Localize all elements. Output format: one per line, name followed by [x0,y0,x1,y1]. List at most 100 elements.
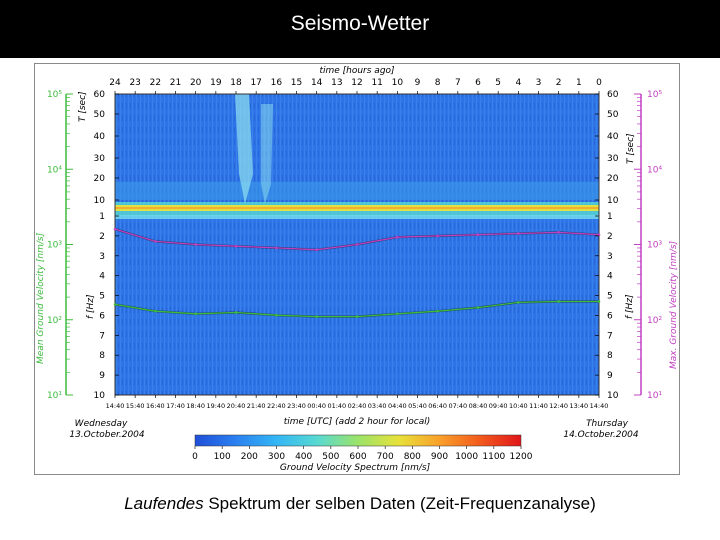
caption-text: Spektrum der selben Daten (Zeit-Frequenz… [203,494,596,513]
top-tick-label: 18 [230,78,242,88]
mean-velocity-point [194,312,197,316]
mean-velocity-point [476,306,480,309]
colorbar-tick-label: 0 [192,452,198,462]
colorbar-tick-label: 200 [241,452,258,462]
top-tick-label: 4 [515,78,521,88]
right-period-tick-label: 30 [607,154,619,164]
colorbar-ticks: 0 100 200 300 400 500 600 700 800 900 1000 1100 1200 [192,446,533,462]
top-tick-label: 10 [392,78,404,88]
colorbar-tick-label: 600 [349,452,366,462]
max-velocity-axis-title: Max. Ground Velocity [nm/s] [669,240,679,369]
mean-velocity-tick-label: 10⁵ [47,90,62,100]
max-velocity-tick-label: 10³ [647,241,662,251]
bottom-tick-label: 21:40 [247,402,266,410]
event-plume-16h [261,104,273,204]
top-tick-label: 7 [455,78,461,88]
bottom-tick-label: 10:40 [509,402,528,410]
max-velocity-tick-label: 10⁴ [647,165,662,175]
left-period-title: T [sec] [78,91,88,122]
colorbar-tick-label: 300 [268,452,285,462]
bottom-tick-label: 11:40 [529,402,548,410]
left-freq-tick-label: 7 [99,331,105,341]
max-velocity-point [234,244,238,248]
bottom-tick-label: 05:40 [408,402,427,410]
max-velocity-tick-label: 10¹ [647,391,662,401]
left-freq-tick-label: 9 [99,371,105,381]
top-tick-label: 0 [596,78,602,88]
bottom-tick-label: 07:40 [448,402,467,410]
max-velocity-point [194,243,197,246]
mean-velocity-tick-label: 10³ [47,241,62,251]
bottom-tick-label: 16:40 [146,402,165,410]
microseism-band-peak [115,207,599,209]
right-freq-tick-label: 6 [607,311,613,321]
top-tick-label: 12 [351,78,362,88]
colorbar-tick-label: 900 [431,452,448,462]
top-tick-label: 6 [475,78,481,88]
right-freq-tick-label: 7 [607,331,613,341]
colorbar-tick-label: 700 [377,452,394,462]
max-velocity-point [597,233,601,236]
colorbar-tick-label: 800 [404,452,421,462]
mean-velocity-axis-title: Mean Ground Velocity [nm/s] [36,232,46,364]
mean-velocity-point [113,303,117,306]
bottom-tick-label: 22:40 [267,402,286,410]
bottom-tick-label: 19:40 [206,402,225,410]
colorbar [194,434,522,447]
right-freq-tick-label: 4 [607,272,613,282]
slide-caption: Laufendes Spektrum der selben Daten (Zei… [0,494,720,514]
right-period-tick-label: 20 [607,174,619,184]
top-tick-label: 15 [291,78,302,88]
max-velocity-point [396,235,399,239]
mean-velocity-point [517,301,520,304]
colorbar-title: Ground Velocity Spectrum [nm/s] [280,463,431,473]
bottom-tick-label: 08:40 [469,402,488,410]
top-axis-ticks: 24 23 22 21 20 19 18 17 16 15 14 13 12 11 10 9 8 7 6 5 4 3 2 1 0 [109,78,602,94]
top-axis-title: time [hours ago] [319,66,395,76]
top-tick-label: 5 [495,78,501,88]
right-freq-title: f [Hz] [625,294,635,319]
left-freq-ticks: 2 3 4 5 6 7 8 9 10 [94,232,119,401]
colorbar-tick-label: 1000 [455,452,478,462]
top-tick-label: 24 [109,78,121,88]
spectrogram-figure: time [hours ago] 24 23 22 21 20 19 18 17 16 15 14 1… [34,63,680,475]
max-velocity-point [355,243,359,246]
title-bar [0,0,720,58]
right-period-tick-label: 60 [607,90,619,100]
spectrogram-svg: time [hours ago] 24 23 22 21 20 19 18 17 16 15 14 1… [36,66,679,473]
right-period-tick-label: 50 [607,110,619,120]
left-period-tick-label: 20 [94,174,106,184]
microseism-band-glow [115,182,599,200]
bottom-tick-label: 18:40 [186,402,205,410]
top-tick-label: 23 [129,78,140,88]
bottom-tick-label: 14:40 [590,402,609,410]
top-tick-label: 16 [271,78,283,88]
max-velocity-point [557,231,560,234]
top-tick-label: 9 [415,78,421,88]
max-velocity-point [436,234,439,238]
right-freq-tick-label: 3 [607,252,613,262]
bottom-tick-label: 20:40 [227,402,246,410]
left-period-tick-label: 1 [99,212,105,222]
slide-title: Seismo-Wetter [290,12,430,35]
right-period-ticks: 60 50 40 30 20 10 1 [595,90,619,222]
left-freq-tick-label: 6 [99,311,105,321]
mean-velocity-point [275,313,278,317]
max-velocity-point [113,227,117,231]
max-velocity-point [154,240,157,243]
bottom-tick-label: 13:40 [569,402,588,410]
left-freq-title: f [Hz] [86,294,96,319]
colorbar-tick-label: 500 [322,452,339,462]
colorbar-tick-label: 1100 [482,452,505,462]
caption-italic: Laufendes [124,494,204,513]
max-velocity-point [275,246,278,250]
left-period-ticks: 60 50 40 30 20 10 1 [94,90,119,222]
secondary-band [115,215,599,219]
left-period-tick-label: 50 [94,110,106,120]
bottom-tick-label: 03:40 [368,402,387,410]
mean-velocity-point [557,300,560,303]
colorbar-tick-label: 400 [295,452,312,462]
mean-velocity-point [154,309,157,313]
bottom-axis-title: time [UTC] (add 2 hour for local) [284,417,431,427]
colorbar-tick-label: 100 [214,452,231,462]
